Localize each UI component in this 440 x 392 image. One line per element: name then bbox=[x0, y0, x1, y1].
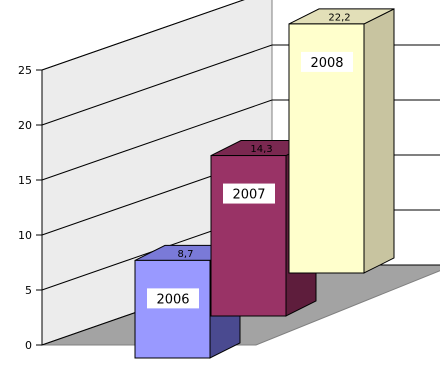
bar-category-label-box bbox=[147, 288, 199, 309]
bars: 8,7 2006 14,3 2007 22,2 2008 bbox=[134, 8, 395, 359]
bar-front-face bbox=[134, 259, 211, 359]
y-tick-label: 25 bbox=[18, 64, 32, 77]
bar-category-label-box bbox=[223, 183, 275, 204]
y-tick-label: 15 bbox=[18, 174, 32, 187]
bar-side-face bbox=[363, 8, 395, 274]
bar-category-label: 2007 bbox=[232, 188, 265, 203]
bar-value-label: 8,7 bbox=[178, 249, 194, 260]
y-tick-label: 10 bbox=[18, 229, 32, 242]
y-tick-label: 0 bbox=[25, 339, 32, 352]
bar-front-face bbox=[210, 155, 287, 317]
y-tick-label: 5 bbox=[25, 284, 32, 297]
gridline-side bbox=[41, 99, 273, 181]
bar-category-label: 2008 bbox=[310, 56, 343, 71]
bar-value-label: 22,2 bbox=[328, 12, 350, 23]
gridline-side bbox=[41, 0, 245, 71]
bar-2008: 22,2 2008 bbox=[288, 8, 395, 274]
y-axis: 0 5 10 15 20 25 bbox=[18, 64, 43, 352]
gridline-side bbox=[41, 44, 273, 126]
y-tick-label: 20 bbox=[18, 119, 32, 132]
bar-category-label: 2006 bbox=[156, 292, 189, 307]
bar-category-label-box bbox=[301, 51, 353, 72]
bar-value-label: 14,3 bbox=[250, 144, 272, 155]
